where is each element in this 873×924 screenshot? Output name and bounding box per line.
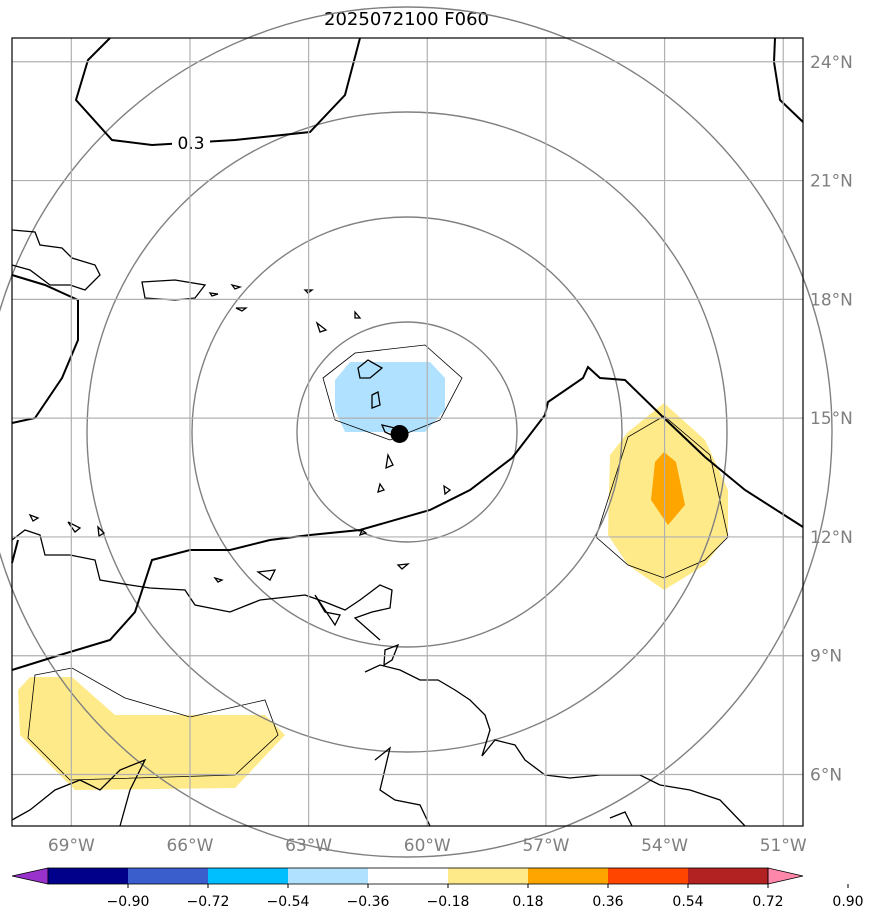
colorbar-label: −0.18	[427, 894, 470, 910]
range-ring-1	[296, 321, 518, 543]
lon-tick-label: 51°W	[760, 836, 807, 856]
colorbar-segment	[48, 868, 129, 884]
coastlines	[11, 229, 746, 827]
lon-tick-label: 60°W	[404, 836, 451, 856]
colorbar-label: −0.54	[267, 894, 310, 910]
colorbar-label: 0.54	[672, 894, 703, 910]
map-panel: 0.3	[0, 6, 833, 858]
lon-tick-label: 54°W	[641, 836, 688, 856]
range-ring-2	[191, 216, 623, 648]
lon-tick-label: 57°W	[522, 836, 569, 856]
colorbar-label: 0.18	[512, 894, 543, 910]
lat-tick-label: 21°N	[810, 172, 853, 192]
colorbar-label: 0.90	[832, 894, 863, 910]
negative-anomaly-center	[335, 362, 445, 432]
colorbar-label: −0.36	[347, 894, 390, 910]
longitude-labels: 69°W 66°W 63°W 60°W 57°W 54°W 51°W	[48, 836, 807, 856]
latitude-labels: 24°N 21°N 18°N 15°N 12°N 9°N 6°N	[810, 53, 853, 786]
colorbar-segment	[608, 868, 689, 884]
range-ring-4	[0, 6, 833, 858]
colorbar-segment	[448, 868, 529, 884]
colorbar-label: 0.36	[592, 894, 623, 910]
contour-thin-southwest	[27, 667, 279, 781]
lon-tick-label: 66°W	[166, 836, 213, 856]
lon-tick-label: 69°W	[48, 836, 95, 856]
contour-0.3-south	[11, 365, 804, 671]
lat-tick-label: 12°N	[810, 528, 853, 548]
positive-anomaly-east-core	[651, 452, 685, 525]
colorbar-label: 0.72	[752, 894, 783, 910]
contour-0.3-north	[74, 37, 361, 147]
lat-tick-label: 24°N	[810, 53, 853, 73]
contour-0.3-far-west	[11, 539, 19, 564]
contour-0.3-west	[11, 274, 79, 424]
contour-label: 0.3	[177, 134, 204, 154]
colorbar-segment	[528, 868, 609, 884]
colorbar-extend-low	[11, 867, 49, 885]
colorbar-segment	[128, 868, 209, 884]
lon-tick-label: 63°W	[285, 836, 332, 856]
lat-tick-label: 18°N	[810, 290, 853, 310]
colorbar-segment	[688, 868, 769, 884]
colorbar-label: −0.72	[187, 894, 230, 910]
lat-tick-label: 6°N	[810, 766, 842, 786]
map-frame	[11, 37, 804, 827]
lat-tick-label: 15°N	[810, 409, 853, 429]
colorbar-label: −0.90	[107, 894, 150, 910]
range-ring-3	[86, 111, 728, 753]
colorbar-segment	[208, 868, 289, 884]
gridlines	[12, 38, 803, 826]
colorbar-segment	[368, 868, 449, 884]
colorbar-extend-high	[767, 867, 804, 885]
positive-anomaly-southwest	[18, 677, 285, 790]
contour-0.3-northeast	[772, 37, 804, 123]
contour-thin-center	[322, 344, 463, 441]
contour-label-bg	[172, 132, 210, 152]
colorbar: −0.90 −0.72 −0.54 −0.36 −0.18 0.18 0.36 0.54 0.7…	[11, 867, 864, 910]
lat-tick-label: 9°N	[810, 647, 842, 667]
storm-center-marker	[390, 424, 409, 443]
colorbar-segment	[288, 868, 369, 884]
range-rings	[0, 6, 833, 858]
map-title: 2025072100 F060	[324, 9, 489, 30]
colorbar-frame	[47, 867, 769, 885]
